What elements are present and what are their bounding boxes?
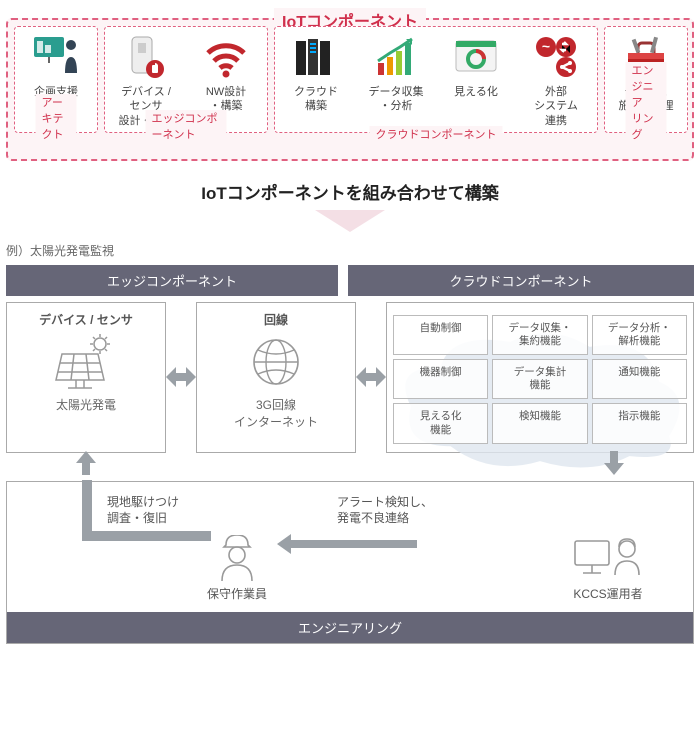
- component-item: データ収集 ・分析: [359, 33, 433, 128]
- component-group: デバイス / センサ 設計・作成NW設計 ・構築エッジコンポーネント: [104, 26, 268, 133]
- chart-icon: [372, 33, 420, 81]
- device-panel-label: 太陽光発電: [13, 396, 159, 413]
- component-label: 見える化: [454, 85, 498, 99]
- wifi-icon: [202, 33, 250, 81]
- tagline: IoTコンポーネントを組み合わせて構築: [6, 179, 694, 204]
- solar-icon: [54, 334, 118, 390]
- cloud-feature: 自動制御: [393, 315, 488, 355]
- operator-actor: KCCS運用者: [573, 535, 643, 602]
- group-label: エッジコンポーネント: [146, 110, 227, 142]
- sensor-icon: [122, 33, 170, 81]
- example-headers: エッジコンポーネント クラウドコンポーネント: [6, 265, 694, 296]
- example-caption: 例）太陽光発電監視: [6, 242, 694, 259]
- example-row: デバイス / センサ 太陽光発電: [6, 302, 694, 453]
- double-arrow-2: [356, 302, 386, 453]
- component-label: クラウド 構築: [294, 85, 338, 114]
- iot-components-box: IoTコンポーネント 企画支援アーキテクトデバイス / センサ 設計・作成NW設…: [6, 18, 694, 161]
- cloud-panel: 自動制御データ収集・ 集約機能データ分析・ 解析機能機器制御データ集計 機能通知…: [386, 302, 694, 453]
- dashboard-icon: [452, 33, 500, 81]
- component-item: ~ 外部 システム 連携: [519, 33, 593, 128]
- device-panel: デバイス / センサ 太陽光発電: [6, 302, 166, 453]
- servers-icon: [292, 33, 340, 81]
- engineering-box: 現地駆けつけ 調査・復旧 保守作業員 アラート検知し、 発電不良連絡: [6, 481, 694, 644]
- device-panel-title: デバイス / センサ: [13, 311, 159, 328]
- cloud-feature: データ分析・ 解析機能: [592, 315, 687, 355]
- edge-header: エッジコンポーネント: [6, 265, 338, 296]
- component-label: データ収集 ・分析: [369, 85, 424, 114]
- engineering-footer: エンジニアリング: [7, 612, 693, 643]
- down-arrow-icon: [305, 210, 395, 232]
- cloud-feature: 検知機能: [492, 403, 587, 443]
- cloud-feature: データ集計 機能: [492, 359, 587, 399]
- component-group: クラウド 構築データ収集 ・分析見える化~外部 システム 連携クラウドコンポーネ…: [274, 26, 598, 133]
- component-label: 外部 システム 連携: [534, 85, 578, 128]
- svg-text:~: ~: [542, 38, 550, 54]
- operator-to-worker-arrow: [277, 534, 417, 554]
- connect-icon: ~: [532, 33, 580, 81]
- group-label: クラウドコンポーネント: [370, 126, 503, 142]
- group-label: エンジニア リング: [626, 62, 667, 142]
- component-group: デバイス 施工・管理エンジニア リング: [604, 26, 688, 133]
- note-right: アラート検知し、 発電不良連絡: [337, 494, 433, 528]
- operator-icon: [573, 535, 643, 581]
- component-item: クラウド 構築: [279, 33, 353, 128]
- line-panel: 回線 3G回線 インターネット: [196, 302, 356, 453]
- operator-label: KCCS運用者: [573, 585, 642, 602]
- cloud-header: クラウドコンポーネント: [348, 265, 694, 296]
- presentation-icon: [32, 33, 80, 81]
- up-to-device-arrow: [76, 451, 96, 475]
- line-panel-title: 回線: [203, 311, 349, 328]
- worker-label: 保守作業員: [207, 585, 267, 602]
- cloud-feature: 指示機能: [592, 403, 687, 443]
- worker-icon: [216, 535, 258, 581]
- down-to-operator-arrow: [604, 451, 624, 475]
- component-item: 見える化: [439, 33, 513, 128]
- group-label: アーキテクト: [36, 94, 77, 142]
- globe-icon: [248, 334, 304, 390]
- cloud-feature: 通知機能: [592, 359, 687, 399]
- cloud-feature: 見える化 機能: [393, 403, 488, 443]
- cloud-feature: データ収集・ 集約機能: [492, 315, 587, 355]
- cloud-feature: 機器制御: [393, 359, 488, 399]
- component-group: 企画支援アーキテクト: [14, 26, 98, 133]
- double-arrow-1: [166, 302, 196, 453]
- worker-up-connector: [81, 480, 221, 550]
- line-panel-label: 3G回線 インターネット: [203, 396, 349, 430]
